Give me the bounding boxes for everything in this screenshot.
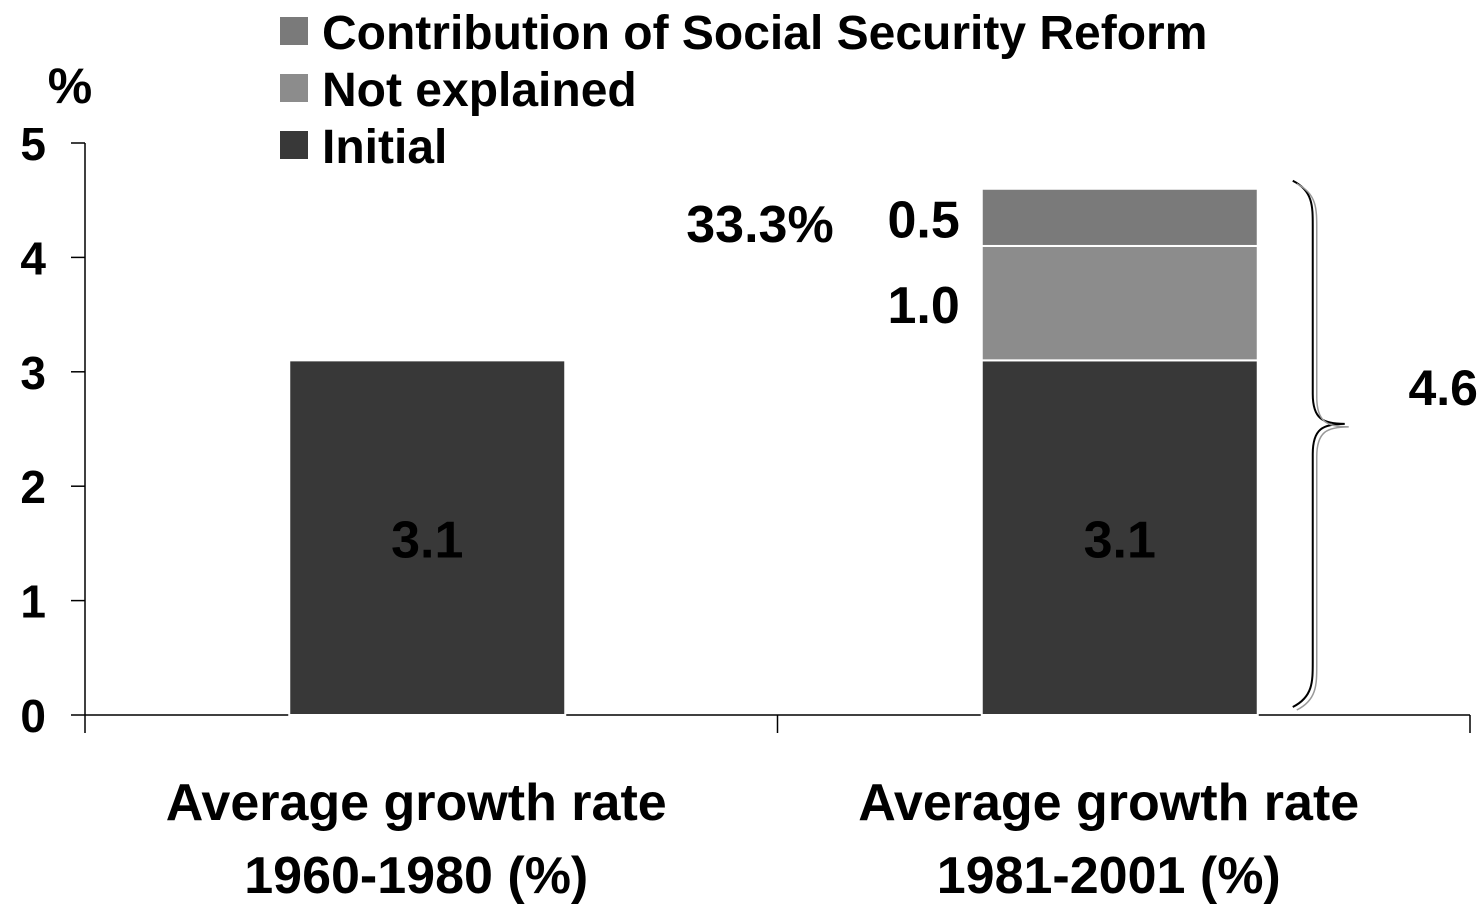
total-brace-shadow — [1296, 183, 1349, 711]
y-axis-label: % — [48, 58, 92, 114]
x-category-label-line2: 1960-1980 (%) — [244, 847, 588, 905]
y-tick-label: 3 — [20, 347, 46, 399]
bar-segment-not-explained — [980, 244, 1259, 362]
x-category-label-line2: 1981-2001 (%) — [937, 847, 1281, 905]
y-tick-label: 2 — [20, 461, 46, 513]
bar-segment-contribution-of-social-security-reform — [980, 187, 1259, 247]
legend-swatch — [280, 17, 308, 45]
y-tick-label: 4 — [20, 232, 46, 284]
bar-segment-initial — [980, 359, 1259, 716]
legend-swatch — [280, 74, 308, 102]
total-brace — [1292, 179, 1345, 708]
bar-segment-initial — [288, 359, 567, 716]
bar-value-label: 3.1 — [1084, 512, 1156, 570]
x-category-label-line1: Average growth rate — [858, 774, 1359, 832]
legend-label: Contribution of Social Security Reform — [322, 7, 1207, 60]
y-tick-label: 5 — [20, 118, 46, 170]
bar-value-label: 0.5 — [887, 191, 959, 249]
bar-value-label: 3.1 — [391, 512, 463, 570]
bar-value-label: 1.0 — [887, 277, 959, 335]
percent-share-annotation: 33.3% — [686, 196, 833, 254]
legend-label: Not explained — [322, 64, 637, 117]
legend-label: Initial — [322, 121, 447, 174]
total-annotation: 4.6 — [1408, 360, 1478, 416]
chart-plot-area: 0 1 2 3 4 5 Average growth rate 1960-1980 (%) Av… — [20, 7, 1471, 905]
y-tick-label: 0 — [20, 690, 46, 742]
x-category-label-line1: Average growth rate — [166, 774, 667, 832]
y-tick-label: 1 — [20, 576, 46, 628]
legend-swatch — [280, 131, 308, 159]
